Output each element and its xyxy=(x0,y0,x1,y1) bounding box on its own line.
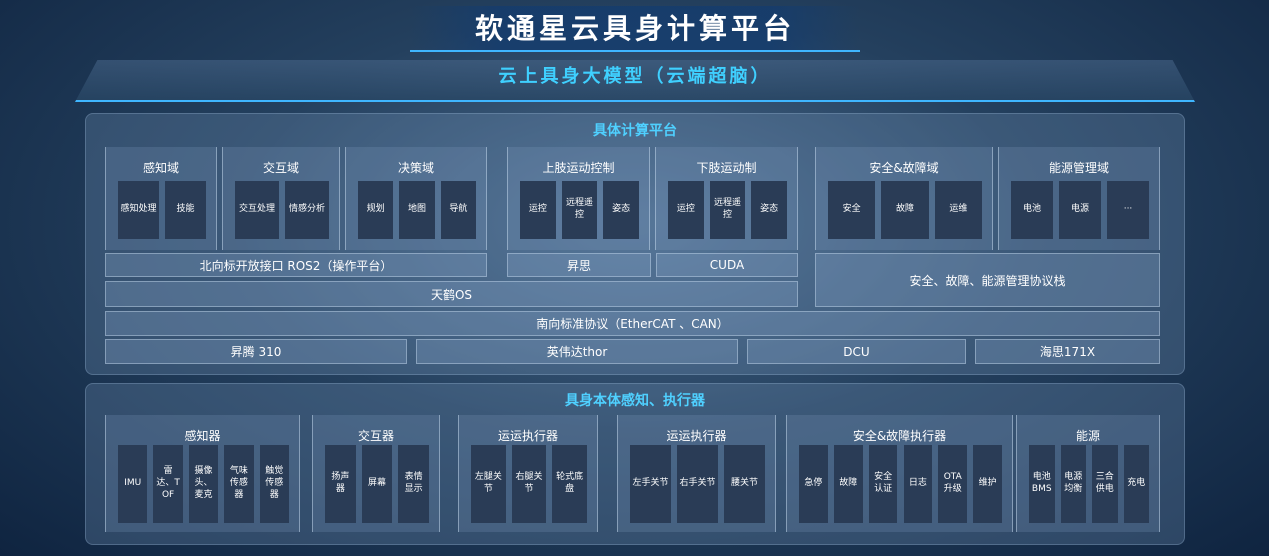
component-box: IMU xyxy=(118,445,148,523)
component-box: 电源均衡 xyxy=(1060,445,1086,523)
group-title: 运运执行器 xyxy=(666,429,727,443)
safety-protocol-stack-bar: 安全、故障、能源管理协议栈 xyxy=(815,253,1160,307)
group-title: 感知器 xyxy=(184,429,221,443)
component-box: 安全认证 xyxy=(868,445,898,523)
component-box: 气味传感器 xyxy=(224,445,254,523)
cloud-model-banner: 云上具身大模型（云端超脑） xyxy=(75,60,1195,102)
os-bar: 天鹤OS xyxy=(105,281,798,307)
group-title: 感知域 xyxy=(142,161,179,175)
component-box: 右腿关节 xyxy=(511,445,547,523)
component-box: 充电 xyxy=(1123,445,1149,523)
group-title: 决策域 xyxy=(397,161,434,175)
upper-group: 决策域 规划 地图 导航 xyxy=(345,147,487,250)
mindspore-bar: 昇思 xyxy=(507,253,651,277)
component-box: 维护 xyxy=(973,445,1002,523)
group-title: 上肢运动控制 xyxy=(542,161,615,175)
component-box: 地图 xyxy=(399,181,435,239)
component-box: 姿态 xyxy=(751,181,787,239)
component-box: 急停 xyxy=(799,445,828,523)
compute-platform-title: 具体计算平台 xyxy=(593,123,677,139)
component-box: 导航 xyxy=(440,181,476,239)
group-title: 交互域 xyxy=(262,161,299,175)
group-title: 能源 xyxy=(1075,429,1100,443)
upper-group: 感知域感知处理 技能 xyxy=(105,147,217,250)
north-interface-bar: 北向标开放接口 ROS2（操作平台） xyxy=(105,253,487,277)
upper-group: 安全&故障域安全 故障 运维 xyxy=(815,147,993,250)
component-box: 电池 xyxy=(1011,181,1053,239)
component-box: 情感分析 xyxy=(285,181,329,239)
group-title: 下肢运动制 xyxy=(696,161,757,175)
group-title: 交互器 xyxy=(357,429,394,443)
group-title: 能源管理域 xyxy=(1048,161,1109,175)
component-box: 三合供电 xyxy=(1092,445,1118,523)
component-box: 轮式底盘 xyxy=(552,445,587,523)
component-box: ··· xyxy=(1107,181,1149,239)
component-box: 腰关节 xyxy=(724,445,765,523)
group-title: 安全&故障执行器 xyxy=(852,429,947,443)
upper-group: 下肢运动制运控 远程遥控 姿态 xyxy=(655,147,798,250)
component-box: 雷达、TOF xyxy=(153,445,183,523)
component-box: 故障 xyxy=(881,181,929,239)
group-title: 运运执行器 xyxy=(497,429,558,443)
component-box: 远程遥控 xyxy=(561,181,598,239)
component-box: 电池BMS xyxy=(1029,445,1055,523)
component-box: 右手关节 xyxy=(677,445,718,523)
upper-group: 上肢运动控制运控 远程遥控 姿态 xyxy=(507,147,650,250)
chip-hisilicon: 海思171X xyxy=(975,339,1160,364)
upper-group: 能源管理域电池 电源 ··· xyxy=(998,147,1160,250)
lower-group: 交互器 扬声器 屏幕 表情显示 xyxy=(312,415,440,532)
component-box: 左腿关节 xyxy=(471,445,506,523)
lower-group: 感知器 IMU 雷达、TOF 摄像头、麦克 气味传感器 触觉传感器 xyxy=(105,415,300,532)
component-box: 技能 xyxy=(165,181,206,239)
component-box: 左手关节 xyxy=(630,445,671,523)
compute-platform-panel: 具体计算平台 xyxy=(85,113,1185,375)
component-box: 运控 xyxy=(668,181,704,239)
component-box: 远程遥控 xyxy=(709,181,746,239)
component-box: 扬声器 xyxy=(325,445,356,523)
component-box: 规划 xyxy=(358,181,394,239)
upper-group: 交互域交互处理 情感分析 xyxy=(222,147,340,250)
chip-ascend: 昇腾 310 xyxy=(105,339,407,364)
component-box: 日志 xyxy=(903,445,933,523)
component-box: 故障 xyxy=(833,445,863,523)
component-box: 摄像头、麦克 xyxy=(188,445,219,523)
component-box: 触觉传感器 xyxy=(259,445,289,523)
chip-dcu: DCU xyxy=(747,339,966,364)
cuda-bar: CUDA xyxy=(656,253,798,277)
component-box: 表情显示 xyxy=(398,445,429,523)
component-box: 感知处理 xyxy=(118,181,159,239)
group-title: 安全&故障域 xyxy=(869,161,939,175)
component-box: 电源 xyxy=(1059,181,1101,239)
component-box: OTA升级 xyxy=(938,445,968,523)
lower-group: 能源电池BMS 电源均衡 三合供电 充电 xyxy=(1016,415,1160,532)
component-box: 姿态 xyxy=(603,181,639,239)
chip-nvidia: 英伟达thor xyxy=(416,339,738,364)
lower-group: 安全&故障执行器急停 故障 安全认证 日志 OTA升级 维护 xyxy=(786,415,1013,532)
lower-group: 运运执行器左手关节 右手关节 腰关节 xyxy=(617,415,776,532)
component-box: 安全 xyxy=(828,181,876,239)
body-sensors-actuators-title: 具身本体感知、执行器 xyxy=(565,393,705,409)
lower-group: 运运执行器左腿关节 右腿关节 轮式底盘 xyxy=(458,415,598,532)
component-box: 运控 xyxy=(520,181,556,239)
component-box: 运维 xyxy=(934,181,982,239)
south-protocol-bar: 南向标准协议（EtherCAT 、CAN） xyxy=(105,311,1160,336)
page-title: 软通星云具身计算平台 xyxy=(410,6,860,52)
component-box: 屏幕 xyxy=(361,445,393,523)
component-box: 交互处理 xyxy=(235,181,279,239)
